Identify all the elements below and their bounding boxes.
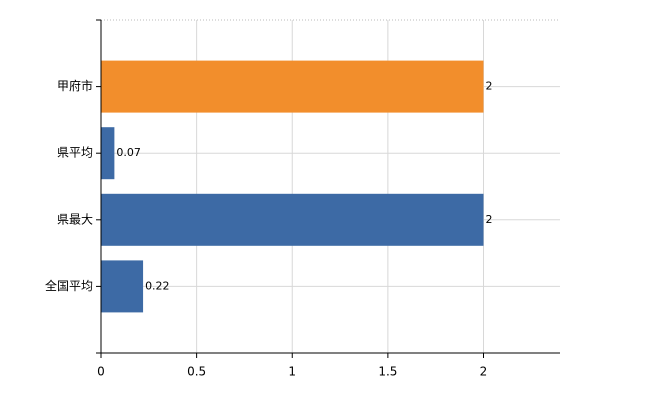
value-label: 2 <box>486 80 493 93</box>
x-tick-label: 1 <box>288 365 296 379</box>
bar <box>101 60 484 113</box>
x-tick-label: 0.5 <box>187 365 206 379</box>
bar <box>101 193 484 246</box>
x-tick-label: 2 <box>480 365 488 379</box>
y-tick-label: 県平均 <box>57 146 93 160</box>
value-label: 0.07 <box>116 146 141 159</box>
y-tick-label: 県最大 <box>57 212 93 226</box>
y-tick-label: 甲府市 <box>57 78 93 93</box>
value-label: 2 <box>486 213 493 226</box>
bar <box>101 260 144 313</box>
x-tick-label: 0 <box>97 365 105 379</box>
x-tick-label: 1.5 <box>378 365 397 379</box>
value-label: 0.22 <box>145 279 170 292</box>
bar <box>101 127 115 180</box>
y-tick-label: 全国平均 <box>45 278 93 293</box>
